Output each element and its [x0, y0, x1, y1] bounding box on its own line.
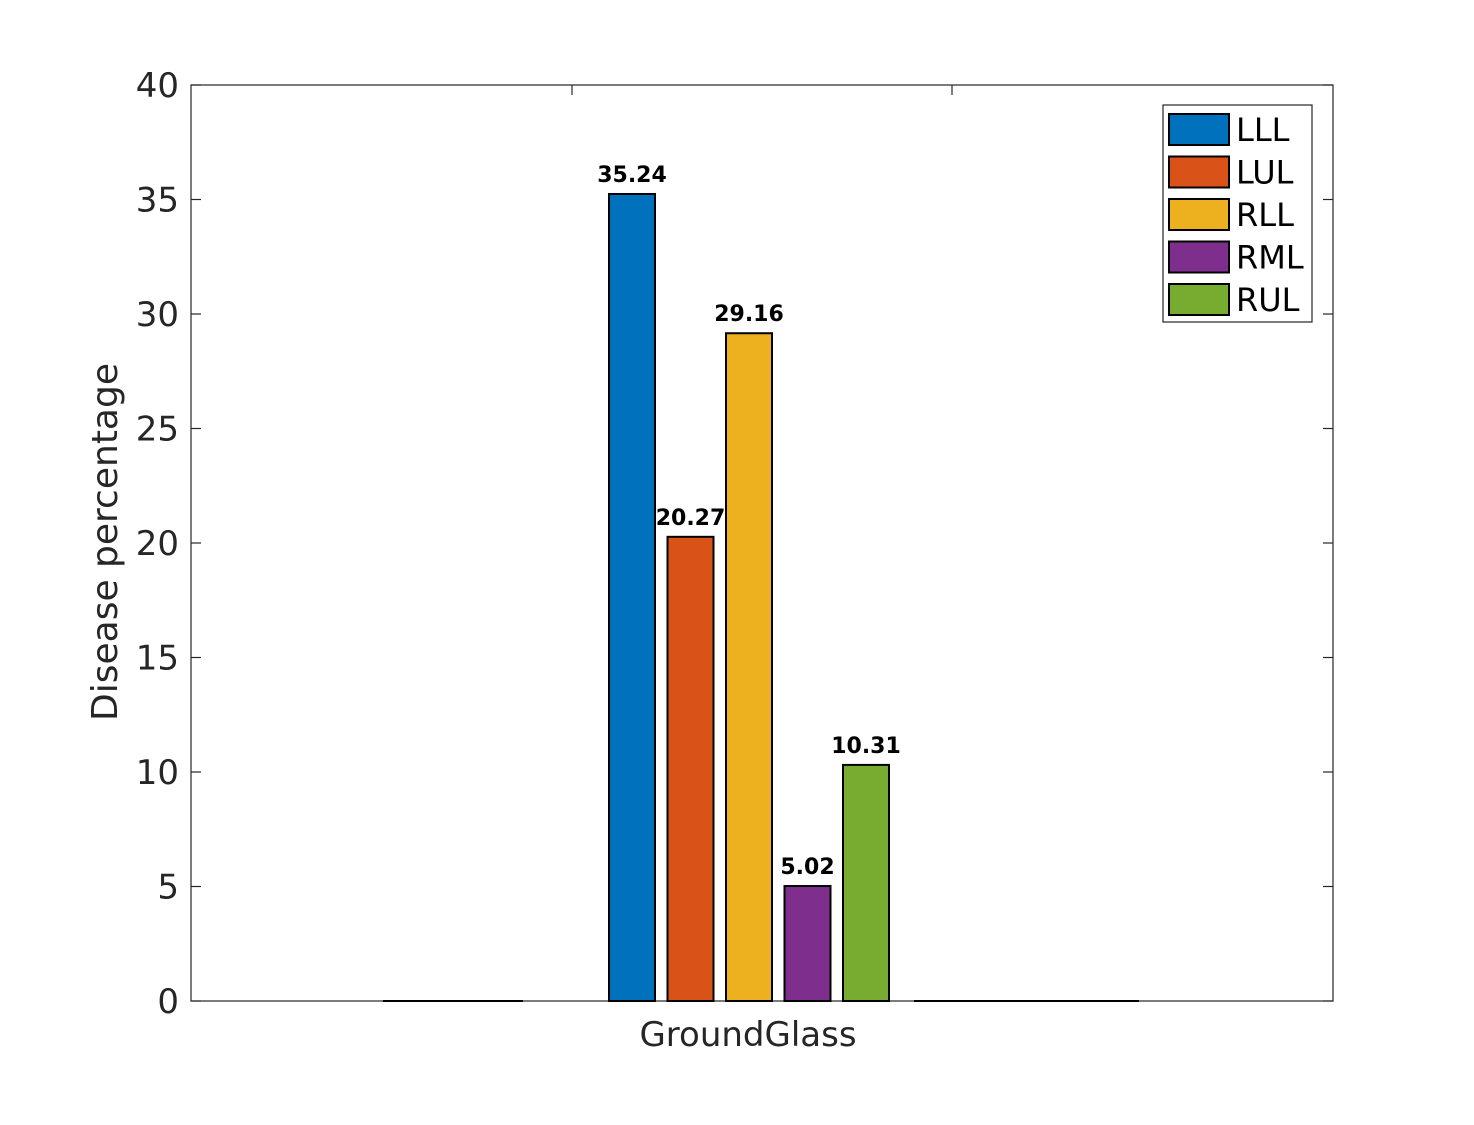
legend-label-rml: RML: [1236, 239, 1304, 277]
legend-label-rll: RLL: [1236, 196, 1294, 234]
legend-swatch-rll: [1168, 198, 1230, 231]
y-tick-label: 25: [136, 410, 179, 450]
data-label-lul: 20.27: [656, 506, 726, 531]
legend-swatch-lll: [1168, 113, 1230, 146]
y-tick-label: 35: [136, 181, 179, 221]
bars: [608, 193, 890, 1003]
y-axis-title: Disease percentage: [85, 363, 126, 721]
data-label-lll: 35.24: [597, 163, 667, 188]
legend: LLL LUL RLL RML RUL: [1162, 104, 1313, 323]
y-tick-label: 0: [157, 982, 179, 1022]
x-tick-label-groundglass: GroundGlass: [639, 1015, 856, 1055]
data-label-rml: 5.02: [780, 855, 834, 880]
legend-swatch-rml: [1168, 240, 1230, 274]
legend-label-rul: RUL: [1236, 281, 1300, 319]
y-axis: 0 5 10 15 20 25 30 35 40: [136, 66, 1333, 1022]
data-labels: 35.24 20.27 29.16 5.02 10.31: [597, 163, 901, 880]
bar-rll: [725, 332, 773, 1002]
x-axis: GroundGlass: [571, 85, 953, 1055]
bar-lll: [608, 193, 656, 1002]
legend-label-lll: LLL: [1236, 111, 1290, 149]
data-label-rll: 29.16: [714, 302, 784, 327]
y-tick-label: 20: [136, 524, 179, 564]
bar-rul: [842, 763, 890, 1002]
y-tick-label: 30: [136, 295, 179, 335]
bar-rml: [783, 885, 832, 1002]
legend-swatch-lul: [1168, 155, 1230, 189]
bar-lul: [666, 535, 715, 1003]
y-tick-label: 10: [136, 753, 179, 793]
legend-label-lul: LUL: [1236, 154, 1294, 192]
legend-swatch-rul: [1168, 283, 1230, 316]
y-tick-label: 40: [136, 66, 179, 106]
y-tick-label: 5: [157, 868, 179, 908]
data-label-rul: 10.31: [831, 734, 901, 759]
y-tick-label: 15: [136, 639, 179, 679]
